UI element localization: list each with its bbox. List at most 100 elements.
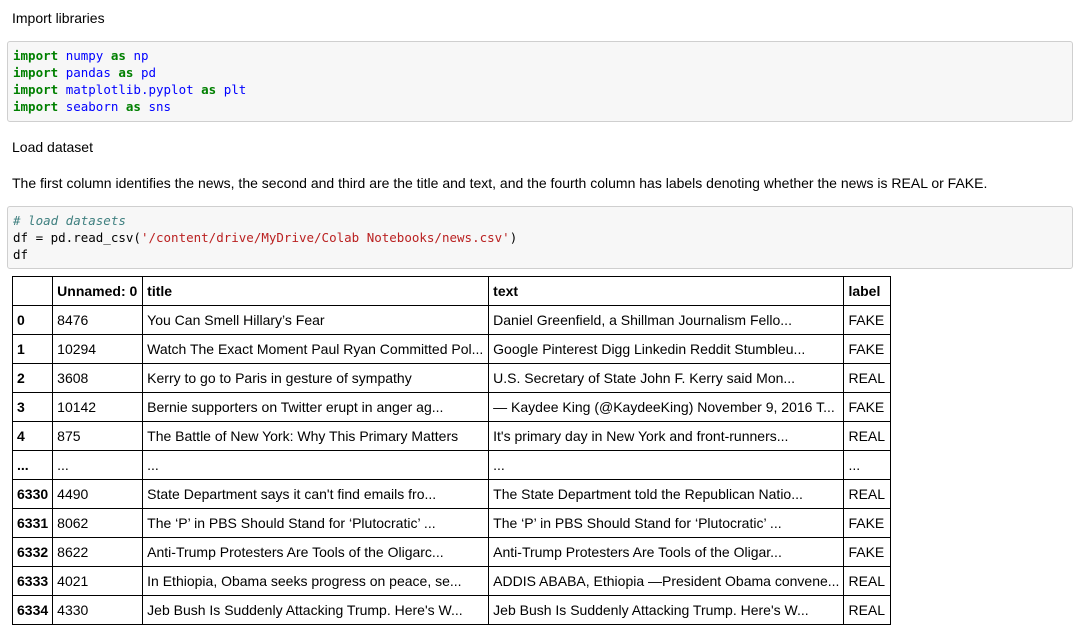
table-cell: Kerry to go to Paris in gesture of sympa…	[142, 363, 490, 393]
code-text: )	[509, 230, 518, 245]
code-cell-imports[interactable]: import numpy as np import pandas as pd imp…	[7, 41, 1073, 122]
table-cell: FAKE	[843, 537, 892, 567]
table-row: 1 10294 Watch The Exact Moment Paul Ryan C…	[11, 334, 892, 364]
code-cell-load[interactable]: # load datasets df = pd.read_csv('/conte…	[7, 206, 1073, 269]
table-row: ...............	[11, 450, 892, 480]
column-header	[11, 276, 54, 306]
code-token: as	[201, 82, 217, 97]
table-cell: 875	[52, 421, 144, 451]
table-cell: Anti-Trump Protesters Are Tools of the O…	[488, 537, 845, 567]
row-index: 6333	[11, 566, 54, 596]
table-cell: FAKE	[843, 392, 892, 422]
table-cell: Watch The Exact Moment Paul Ryan Committ…	[142, 334, 490, 364]
row-index: 6330	[11, 479, 54, 509]
table-cell: REAL	[843, 421, 892, 451]
table-cell: You Can Smell Hillary’s Fear	[142, 305, 490, 335]
code-token: import	[13, 82, 59, 97]
table-cell: REAL	[843, 363, 892, 393]
code-line: import pandas as pd	[13, 64, 1067, 81]
code-line: import matplotlib.pyplot as plt	[13, 81, 1067, 98]
table-cell: The State Department told the Republican…	[488, 479, 845, 509]
table-cell: Jeb Bush Is Suddenly Attacking Trump. He…	[488, 595, 845, 625]
code-token: matplotlib.pyplot	[65, 82, 194, 97]
code-comment: # load datasets	[13, 213, 126, 228]
code-token: np	[133, 48, 149, 63]
markdown-load-dataset: Load dataset	[12, 139, 93, 155]
table-cell: FAKE	[843, 305, 892, 335]
code-token: pd	[140, 65, 157, 80]
table-cell: 10294	[52, 334, 144, 364]
table-cell: 3608	[52, 363, 144, 393]
table-cell: FAKE	[843, 508, 892, 538]
table-cell: ADDIS ABABA, Ethiopia —President Obama c…	[488, 566, 845, 596]
markdown-description: The first column identifies the news, th…	[12, 175, 988, 191]
table-row: 6330 4490 State Department says it can't f…	[11, 479, 892, 509]
table-cell: Jeb Bush Is Suddenly Attacking Trump. He…	[142, 595, 490, 625]
table-cell: ...	[52, 450, 144, 480]
table-cell: State Department says it can't find emai…	[142, 479, 490, 509]
table-cell: Bernie supporters on Twitter erupt in an…	[142, 392, 490, 422]
table-row: 2 3608 Kerry to go to Paris in gesture of …	[11, 363, 892, 393]
row-index: 2	[11, 363, 54, 393]
table-cell: ...	[843, 450, 892, 480]
table-row: 6331 8062 The ‘P’ in PBS Should Stand for …	[11, 508, 892, 538]
code-line: import numpy as np	[13, 47, 1067, 64]
table-cell: REAL	[843, 595, 892, 625]
code-token: seaborn	[65, 99, 119, 114]
code-token: sns	[148, 99, 172, 114]
code-line: import seaborn as sns	[13, 98, 1067, 115]
table-cell: — Kaydee King (@KaydeeKing) November 9, …	[488, 392, 845, 422]
code-string: '/content/drive/MyDrive/Colab Notebooks/…	[140, 230, 510, 245]
row-index: 6332	[11, 537, 54, 567]
table-cell: Anti-Trump Protesters Are Tools of the O…	[142, 537, 490, 567]
table-cell: Daniel Greenfield, a Shillman Journalism…	[488, 305, 845, 335]
table-cell: ...	[142, 450, 490, 480]
code-token: numpy	[65, 48, 104, 63]
column-header: text	[488, 276, 845, 306]
row-index: 1	[11, 334, 54, 364]
table-cell: 8476	[52, 305, 144, 335]
table-cell: 10142	[52, 392, 144, 422]
table-row: 3 10142 Bernie supporters on Twitter erupt…	[11, 392, 892, 422]
table-cell: 4021	[52, 566, 144, 596]
column-header: Unnamed: 0	[52, 276, 144, 306]
table-cell: FAKE	[843, 334, 892, 364]
table-row: 4 875 The Battle of New York: Why This Pri…	[11, 421, 892, 451]
row-index: ...	[11, 450, 54, 480]
row-index: 0	[11, 305, 54, 335]
table-row: 6332 8622 Anti-Trump Protesters Are Tools …	[11, 537, 892, 567]
table-cell: REAL	[843, 479, 892, 509]
table-cell: 8622	[52, 537, 144, 567]
code-token: import	[13, 48, 59, 63]
table-cell: In Ethiopia, Obama seeks progress on pea…	[142, 566, 490, 596]
table-row: 6334 4330 Jeb Bush Is Suddenly Attacking T…	[11, 595, 892, 625]
table-row: 0 8476 You Can Smell Hillary’s Fear Daniel …	[11, 305, 892, 335]
code-token: plt	[223, 82, 247, 97]
table-cell: REAL	[843, 566, 892, 596]
code-token: import	[13, 99, 59, 114]
code-token: as	[118, 65, 134, 80]
table-cell: The ‘P’ in PBS Should Stand for ‘Plutocr…	[488, 508, 845, 538]
table-cell: It's primary day in New York and front-r…	[488, 421, 845, 451]
table-cell: The ‘P’ in PBS Should Stand for ‘Plutocr…	[142, 508, 490, 538]
table-cell: U.S. Secretary of State John F. Kerry sa…	[488, 363, 845, 393]
table-header-row: Unnamed: 0 title text label	[11, 276, 892, 306]
table-cell: ...	[488, 450, 845, 480]
table-cell: The Battle of New York: Why This Primary…	[142, 421, 490, 451]
row-index: 6331	[11, 508, 54, 538]
row-index: 6334	[11, 595, 54, 625]
code-text: df = pd.read_csv(	[13, 230, 141, 245]
table-cell: Google Pinterest Digg Linkedin Reddit St…	[488, 334, 845, 364]
code-token: as	[125, 99, 141, 114]
column-header: title	[142, 276, 490, 306]
row-index: 4	[11, 421, 54, 451]
code-token: as	[110, 48, 126, 63]
table-row: 6333 4021 In Ethiopia, Obama seeks progres…	[11, 566, 892, 596]
code-token: import	[13, 65, 59, 80]
table-cell: 8062	[52, 508, 144, 538]
code-text: df	[13, 247, 29, 262]
markdown-import-libraries: Import libraries	[12, 10, 105, 26]
table-cell: 4490	[52, 479, 144, 509]
code-token: pandas	[65, 65, 111, 80]
column-header: label	[843, 276, 892, 306]
